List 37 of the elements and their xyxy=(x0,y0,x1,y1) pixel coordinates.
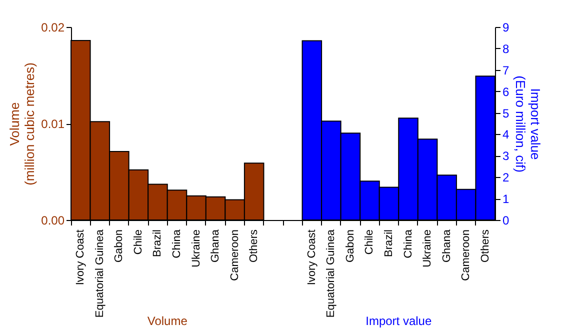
x-tick-label: Cameroon xyxy=(460,230,472,281)
y2-tick-label: 0 xyxy=(502,214,510,228)
x-tick-label: China xyxy=(402,228,414,258)
x-tick-label: Ivory Coast xyxy=(306,230,318,286)
x-tick-label: Ivory Coast xyxy=(74,230,87,286)
y2-tick-label: 7 xyxy=(502,63,510,78)
text: Import value xyxy=(366,314,432,328)
x-tick-label: China xyxy=(171,228,183,258)
x-tick-label: Brazil xyxy=(383,230,395,258)
x-tick-label: Ukraine xyxy=(422,230,434,268)
x-tick-label: Ghana xyxy=(210,228,222,263)
y2-tick-label: 6 xyxy=(502,84,510,99)
x-tick-label: Equatorial Guinea xyxy=(325,228,338,318)
y2-tick-label: 8 xyxy=(502,42,510,56)
y2-tick-label: 5 xyxy=(502,106,510,120)
y2-tick-label: 4 xyxy=(502,128,510,142)
y-tick-label: 0.01 xyxy=(41,117,65,131)
x-tick-label: Equatorial Guinea xyxy=(94,228,106,318)
y2-tick-label: 2 xyxy=(502,170,510,185)
x-tick-label: Ukraine xyxy=(190,230,202,268)
y-axis-title: Volume (million cubic metres) xyxy=(7,62,38,186)
x-tick-label: Cameroon xyxy=(228,230,241,281)
x-tick-label: Gabon xyxy=(344,230,356,263)
x-tick-label: Gabon xyxy=(113,230,126,263)
y2-tick-label: 1 xyxy=(502,192,510,206)
y-tick-label: 0.02 xyxy=(41,20,65,34)
y-tick-label: 0.00 xyxy=(41,214,65,228)
x-tick-label: Others xyxy=(248,229,260,263)
y2-axis-title: Import value (Euro million, cif) xyxy=(513,76,544,172)
x-tick-label: Chile xyxy=(364,230,376,255)
y2-tick-label: 9 xyxy=(502,20,510,34)
x-tick-label: Brazil xyxy=(152,230,164,258)
y2-tick-label: 3 xyxy=(502,149,510,164)
x-tick-label: Chile xyxy=(132,230,144,255)
x-tick-label: Ghana xyxy=(440,228,453,263)
x-tick-label: Others xyxy=(479,229,492,263)
text: Volume xyxy=(147,314,188,328)
